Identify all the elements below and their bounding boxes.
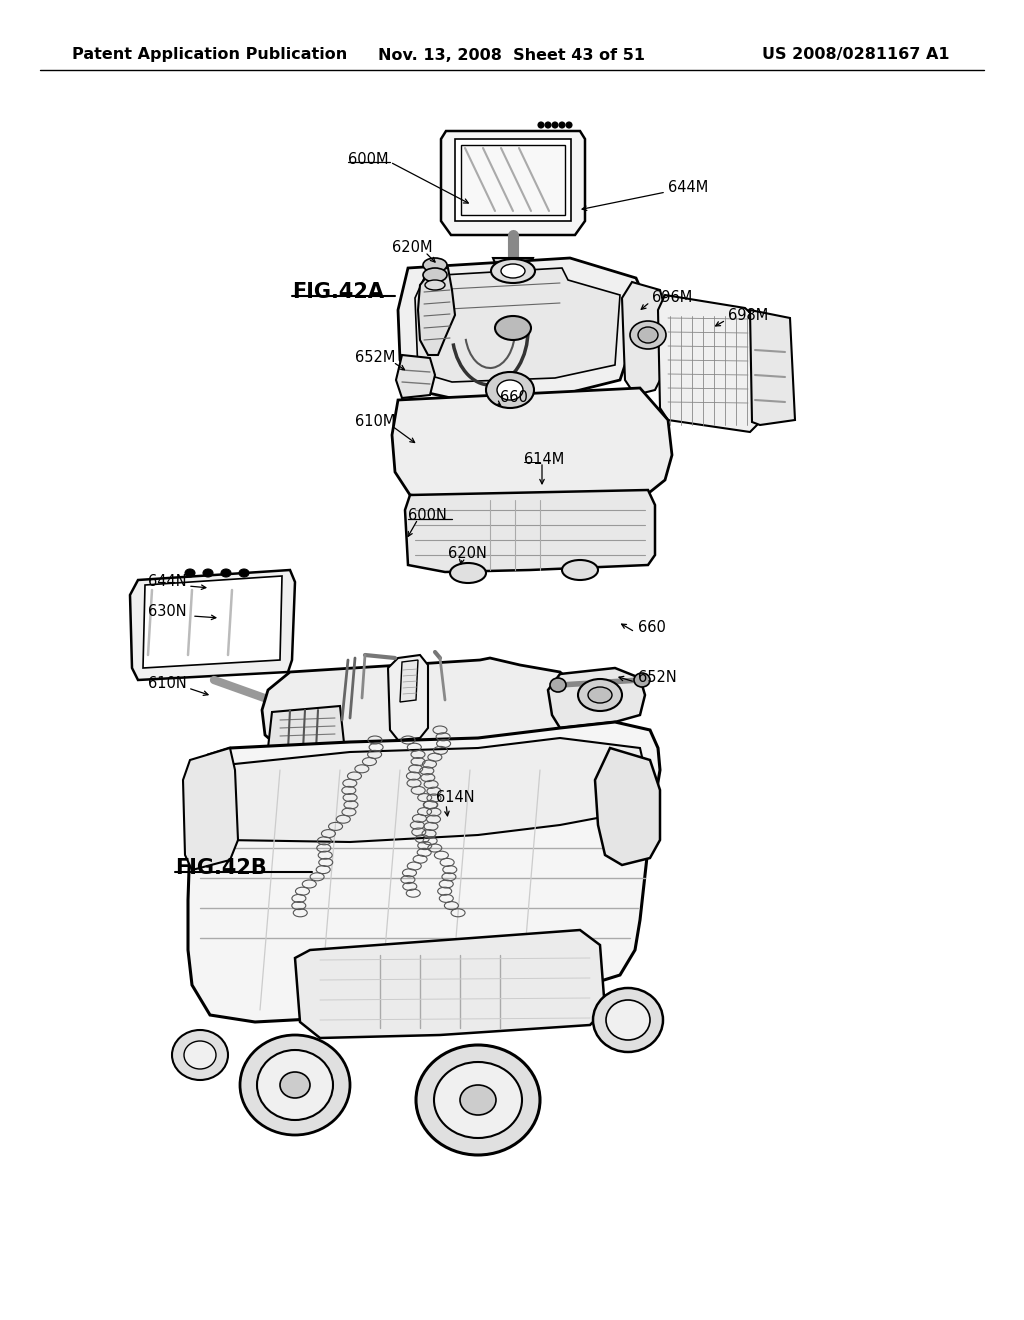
- Text: 644M: 644M: [668, 181, 709, 195]
- Text: Patent Application Publication: Patent Application Publication: [72, 48, 347, 62]
- Polygon shape: [392, 388, 672, 500]
- Polygon shape: [622, 282, 668, 395]
- Ellipse shape: [578, 678, 622, 711]
- Polygon shape: [398, 257, 645, 400]
- Polygon shape: [295, 931, 605, 1038]
- Ellipse shape: [450, 564, 486, 583]
- Polygon shape: [658, 294, 762, 432]
- Ellipse shape: [630, 321, 666, 348]
- Polygon shape: [205, 738, 645, 842]
- Text: 600N: 600N: [408, 508, 446, 524]
- Ellipse shape: [497, 380, 523, 400]
- Ellipse shape: [490, 259, 535, 282]
- Ellipse shape: [423, 257, 447, 272]
- Text: 610N: 610N: [148, 676, 186, 692]
- Polygon shape: [188, 722, 660, 1022]
- Polygon shape: [461, 145, 565, 215]
- Text: 620M: 620M: [392, 240, 432, 256]
- Text: US 2008/0281167 A1: US 2008/0281167 A1: [763, 48, 950, 62]
- Ellipse shape: [562, 560, 598, 579]
- Text: 644N: 644N: [148, 574, 186, 590]
- Ellipse shape: [172, 1030, 228, 1080]
- Polygon shape: [415, 268, 620, 381]
- Text: 614M: 614M: [524, 453, 564, 467]
- Ellipse shape: [552, 121, 558, 128]
- Polygon shape: [400, 660, 418, 702]
- Polygon shape: [130, 570, 295, 680]
- Polygon shape: [493, 257, 534, 271]
- Ellipse shape: [588, 686, 612, 704]
- Ellipse shape: [257, 1049, 333, 1119]
- Text: 652M: 652M: [355, 351, 395, 366]
- Polygon shape: [418, 268, 455, 355]
- Ellipse shape: [240, 1035, 350, 1135]
- Polygon shape: [595, 748, 660, 865]
- Ellipse shape: [184, 1041, 216, 1069]
- Text: 610M: 610M: [355, 414, 395, 429]
- Text: 698M: 698M: [728, 309, 768, 323]
- Ellipse shape: [550, 678, 566, 692]
- Polygon shape: [441, 131, 585, 235]
- Polygon shape: [396, 355, 435, 399]
- Text: 620N: 620N: [449, 546, 486, 561]
- Ellipse shape: [593, 987, 663, 1052]
- Ellipse shape: [423, 268, 447, 282]
- Polygon shape: [183, 748, 238, 870]
- Polygon shape: [406, 490, 655, 572]
- Text: 660: 660: [500, 391, 528, 405]
- Ellipse shape: [566, 121, 572, 128]
- Text: 660: 660: [638, 620, 666, 635]
- Ellipse shape: [501, 264, 525, 279]
- Polygon shape: [455, 139, 571, 220]
- Text: FIG.42B: FIG.42B: [175, 858, 266, 878]
- Text: 696M: 696M: [652, 290, 692, 305]
- Ellipse shape: [221, 569, 231, 577]
- Ellipse shape: [416, 1045, 540, 1155]
- Text: Nov. 13, 2008  Sheet 43 of 51: Nov. 13, 2008 Sheet 43 of 51: [379, 48, 645, 62]
- Text: 600M: 600M: [348, 153, 388, 168]
- Polygon shape: [143, 576, 282, 668]
- Text: 630N: 630N: [148, 605, 186, 619]
- Ellipse shape: [280, 1072, 310, 1098]
- Ellipse shape: [559, 121, 565, 128]
- Polygon shape: [388, 655, 428, 741]
- Polygon shape: [750, 310, 795, 425]
- Text: 652N: 652N: [638, 671, 677, 685]
- Ellipse shape: [434, 1063, 522, 1138]
- Polygon shape: [268, 706, 345, 758]
- Ellipse shape: [538, 121, 544, 128]
- Ellipse shape: [203, 569, 213, 577]
- Polygon shape: [262, 657, 580, 750]
- Text: FIG.42A: FIG.42A: [292, 282, 384, 302]
- Ellipse shape: [545, 121, 551, 128]
- Polygon shape: [548, 668, 645, 729]
- Ellipse shape: [495, 315, 531, 341]
- Ellipse shape: [634, 673, 650, 686]
- Ellipse shape: [638, 327, 658, 343]
- Ellipse shape: [460, 1085, 496, 1115]
- Ellipse shape: [239, 569, 249, 577]
- Ellipse shape: [606, 1001, 650, 1040]
- Ellipse shape: [425, 280, 445, 290]
- Ellipse shape: [486, 372, 534, 408]
- Text: 614N: 614N: [436, 791, 475, 805]
- Ellipse shape: [185, 569, 195, 577]
